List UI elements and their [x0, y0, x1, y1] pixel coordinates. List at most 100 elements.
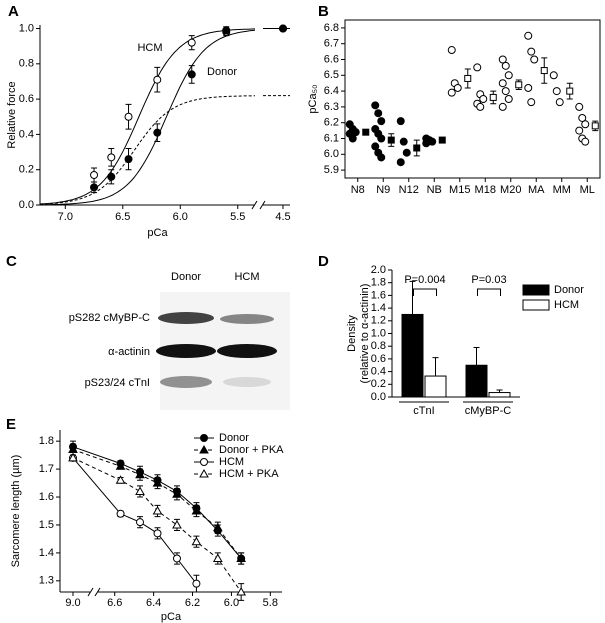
legend-label: Donor [554, 284, 584, 296]
series-line [72, 446, 242, 559]
x-tick-label: NB [427, 184, 442, 196]
marker [473, 63, 482, 72]
marker [498, 102, 507, 111]
x-tick-label: 6.2 [185, 597, 200, 609]
y-tick-label: 6.5 [324, 69, 339, 81]
y-tick-label: 0.8 [19, 58, 34, 70]
x-tick-label: 6.6 [107, 597, 122, 609]
marker [348, 134, 357, 143]
y-tick-label: 0.4 [371, 366, 386, 378]
marker [578, 113, 587, 122]
significance-bracket [477, 288, 501, 296]
y-tick-label: 6.1 [324, 132, 339, 144]
x-tick-label: ML [580, 184, 595, 196]
marker [107, 172, 116, 181]
blot-band [160, 376, 212, 388]
marker [422, 139, 431, 148]
marker [115, 475, 126, 484]
y-tick-label: 1.2 [371, 315, 386, 327]
y-tick-label: 1.6 [371, 289, 386, 301]
y-tick-label: 0.2 [371, 378, 386, 390]
y-tick-label: 6.2 [324, 117, 339, 129]
marker [504, 95, 513, 103]
marker [402, 148, 411, 157]
marker [575, 126, 584, 135]
panel-label: B [318, 3, 329, 20]
y-tick-label: 1.4 [39, 547, 54, 559]
marker [374, 109, 383, 118]
y-tick-label: 6.4 [324, 85, 339, 97]
marker [527, 98, 536, 107]
panel-label: D [318, 253, 329, 270]
marker [222, 26, 231, 35]
blot-band [220, 314, 274, 324]
marker [555, 98, 564, 107]
y-tick-label: 1.6 [39, 491, 54, 503]
marker [501, 61, 510, 70]
bar [401, 313, 424, 398]
marker [199, 444, 209, 454]
panel-label: C [6, 253, 17, 270]
marker [530, 55, 539, 64]
error-bar [409, 280, 416, 315]
legend-label: Donor [219, 432, 249, 444]
panel-label: E [6, 416, 16, 433]
x-axis-label: pCa [161, 611, 182, 623]
axis-break [87, 587, 101, 597]
marker [524, 31, 533, 40]
blot-column: Donor [171, 271, 201, 283]
blot-column: HCM [234, 271, 259, 283]
x-tick-label: MA [528, 184, 545, 196]
marker [191, 505, 202, 515]
marker [549, 71, 558, 80]
marker [153, 75, 162, 84]
marker [236, 553, 247, 562]
marker [377, 153, 386, 162]
x-tick-label: M18 [475, 184, 496, 196]
y-tick-label: 1.8 [39, 435, 54, 447]
x-tick-label: MM [553, 184, 571, 196]
bar [424, 375, 447, 398]
y-axis-label: Relative force [6, 81, 18, 148]
marker [172, 519, 182, 529]
y-axis-label: Density [346, 315, 358, 352]
marker [152, 478, 163, 487]
significance-bracket [413, 288, 437, 296]
bar [465, 364, 488, 398]
marker [199, 468, 209, 478]
legend-label: Donor + PKA [219, 444, 284, 456]
mean-marker [387, 136, 395, 144]
marker [172, 489, 182, 498]
x-tick-label: cTnI [413, 405, 434, 417]
marker [399, 137, 408, 146]
x-tick-label: N8 [351, 184, 365, 196]
x-tick-label: 5.5 [230, 211, 245, 223]
y-tick-label: 2.0 [371, 264, 386, 276]
series-label: HCM [137, 42, 162, 54]
x-tick-label: N12 [399, 184, 419, 196]
panel-label: A [8, 3, 19, 20]
marker [498, 79, 507, 88]
y-tick-label: 6.3 [324, 101, 339, 113]
marker [212, 553, 223, 562]
marker [453, 83, 462, 92]
marker [581, 137, 590, 146]
marker [476, 102, 485, 111]
mean-marker [489, 93, 497, 101]
marker [371, 101, 380, 110]
marker [68, 452, 78, 462]
marker [115, 461, 126, 470]
y-tick-label: 1.0 [19, 22, 34, 34]
x-tick-label: 7.0 [58, 211, 73, 223]
y-tick-label: 0.4 [19, 128, 34, 140]
x-tick-label: M20 [500, 184, 521, 196]
bar [488, 392, 511, 398]
mean-marker [540, 67, 548, 75]
marker [501, 87, 510, 96]
error-bar [473, 346, 480, 366]
marker [153, 529, 162, 538]
marker [504, 71, 513, 80]
y-tick-label: 0.0 [371, 391, 386, 403]
marker [136, 518, 145, 527]
